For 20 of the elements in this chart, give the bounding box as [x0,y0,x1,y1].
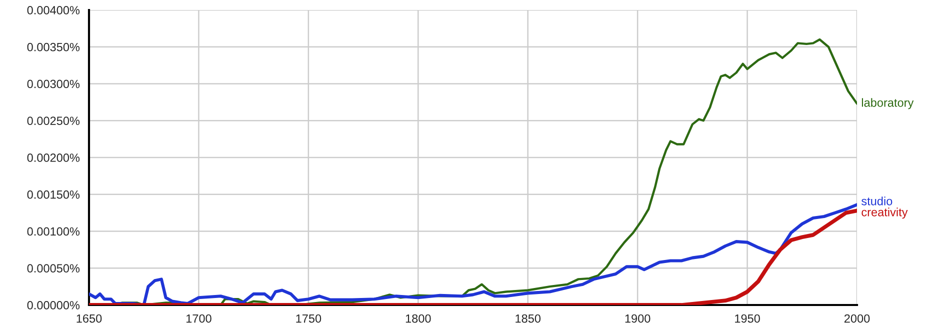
y-tick-label: 0.00200% [27,154,80,162]
x-tick-label: 2000 [844,314,870,323]
x-tick-label: 1750 [296,314,322,323]
y-tick-label: 0.00100% [27,227,80,236]
x-tick-label: 1850 [516,314,541,323]
y-tick-label: 0.00050% [27,264,80,273]
x-tick-label: 1650 [76,314,102,323]
series-label: studio [861,196,892,206]
y-tick-label: 0.00400% [27,6,80,14]
y-tick-label: 0.00150% [27,190,80,199]
y-tick-label: 0.00000% [27,301,80,310]
series-label: creativity [862,208,908,219]
y-tick-label: 0.00300% [27,80,80,88]
x-tick-label: 1700 [186,314,212,323]
series-label: laboratory [862,98,914,110]
x-tick-label: 1950 [735,314,760,323]
x-tick-label: 1900 [625,314,650,323]
y-tick-label: 0.00350% [27,42,80,52]
x-tick-label: 1800 [406,314,431,323]
y-tick-label: 0.00250% [27,116,80,126]
